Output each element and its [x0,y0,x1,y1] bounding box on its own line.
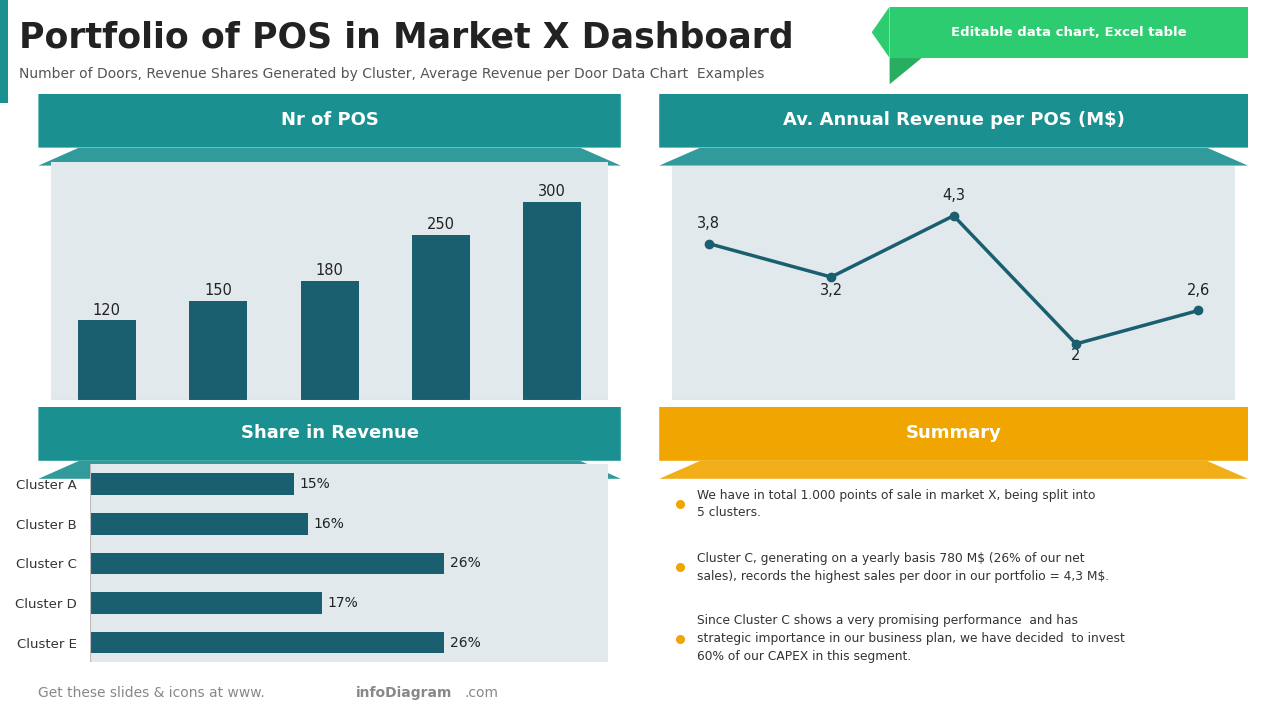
Polygon shape [38,461,621,479]
FancyBboxPatch shape [38,94,621,148]
FancyBboxPatch shape [38,407,621,461]
Text: 3,8: 3,8 [698,216,721,231]
Text: Editable data chart, Excel table: Editable data chart, Excel table [951,26,1187,39]
Text: .com: .com [465,686,499,700]
Bar [90,552,444,575]
Bar [90,631,444,654]
Text: 2,6: 2,6 [1187,283,1210,298]
Bar [90,592,321,614]
Text: We have in total 1.000 points of sale in market X, being split into
5 clusters.: We have in total 1.000 points of sale in… [698,488,1096,520]
Polygon shape [872,6,890,58]
FancyBboxPatch shape [890,6,1248,58]
Bar [524,202,581,400]
Text: 250: 250 [428,217,454,232]
Polygon shape [659,461,1248,479]
Bar [301,281,358,400]
Text: Summary: Summary [906,423,1001,442]
Bar [90,513,308,535]
Polygon shape [38,148,621,166]
Text: 3,2: 3,2 [819,283,842,298]
Text: Cluster C, generating on a yearly basis 780 M$ (26% of our net
sales), records t: Cluster C, generating on a yearly basis … [698,552,1110,583]
Text: 150: 150 [205,283,232,298]
Text: 26%: 26% [449,636,480,649]
Text: 16%: 16% [314,517,344,531]
Polygon shape [890,58,922,84]
Text: 17%: 17% [326,596,357,610]
Bar [78,320,136,400]
Text: Nr of POS: Nr of POS [280,110,379,128]
Text: Share in Revenue: Share in Revenue [241,423,419,442]
Text: Portfolio of POS in Market X Dashboard: Portfolio of POS in Market X Dashboard [19,21,794,55]
Bar [412,235,470,400]
Bar [0,0,8,103]
Polygon shape [659,148,1248,166]
FancyBboxPatch shape [659,94,1248,148]
Text: Get these slides & icons at www.: Get these slides & icons at www. [38,686,265,700]
Text: 2: 2 [1071,348,1080,364]
Text: Since Cluster C shows a very promising performance  and has
strategic importance: Since Cluster C shows a very promising p… [698,614,1125,663]
Text: infoDiagram: infoDiagram [356,686,452,700]
Text: 120: 120 [93,303,120,318]
Bar [90,473,294,495]
Text: Number of Doors, Revenue Shares Generated by Cluster, Average Revenue per Door D: Number of Doors, Revenue Shares Generate… [19,68,764,81]
FancyBboxPatch shape [659,407,1248,461]
Text: 4,3: 4,3 [942,189,965,204]
Text: Av. Annual Revenue per POS (M$): Av. Annual Revenue per POS (M$) [782,110,1125,128]
Text: 180: 180 [316,264,343,278]
Text: 300: 300 [539,184,566,199]
Text: 15%: 15% [300,477,330,491]
Text: 26%: 26% [449,557,480,570]
Bar [189,301,247,400]
